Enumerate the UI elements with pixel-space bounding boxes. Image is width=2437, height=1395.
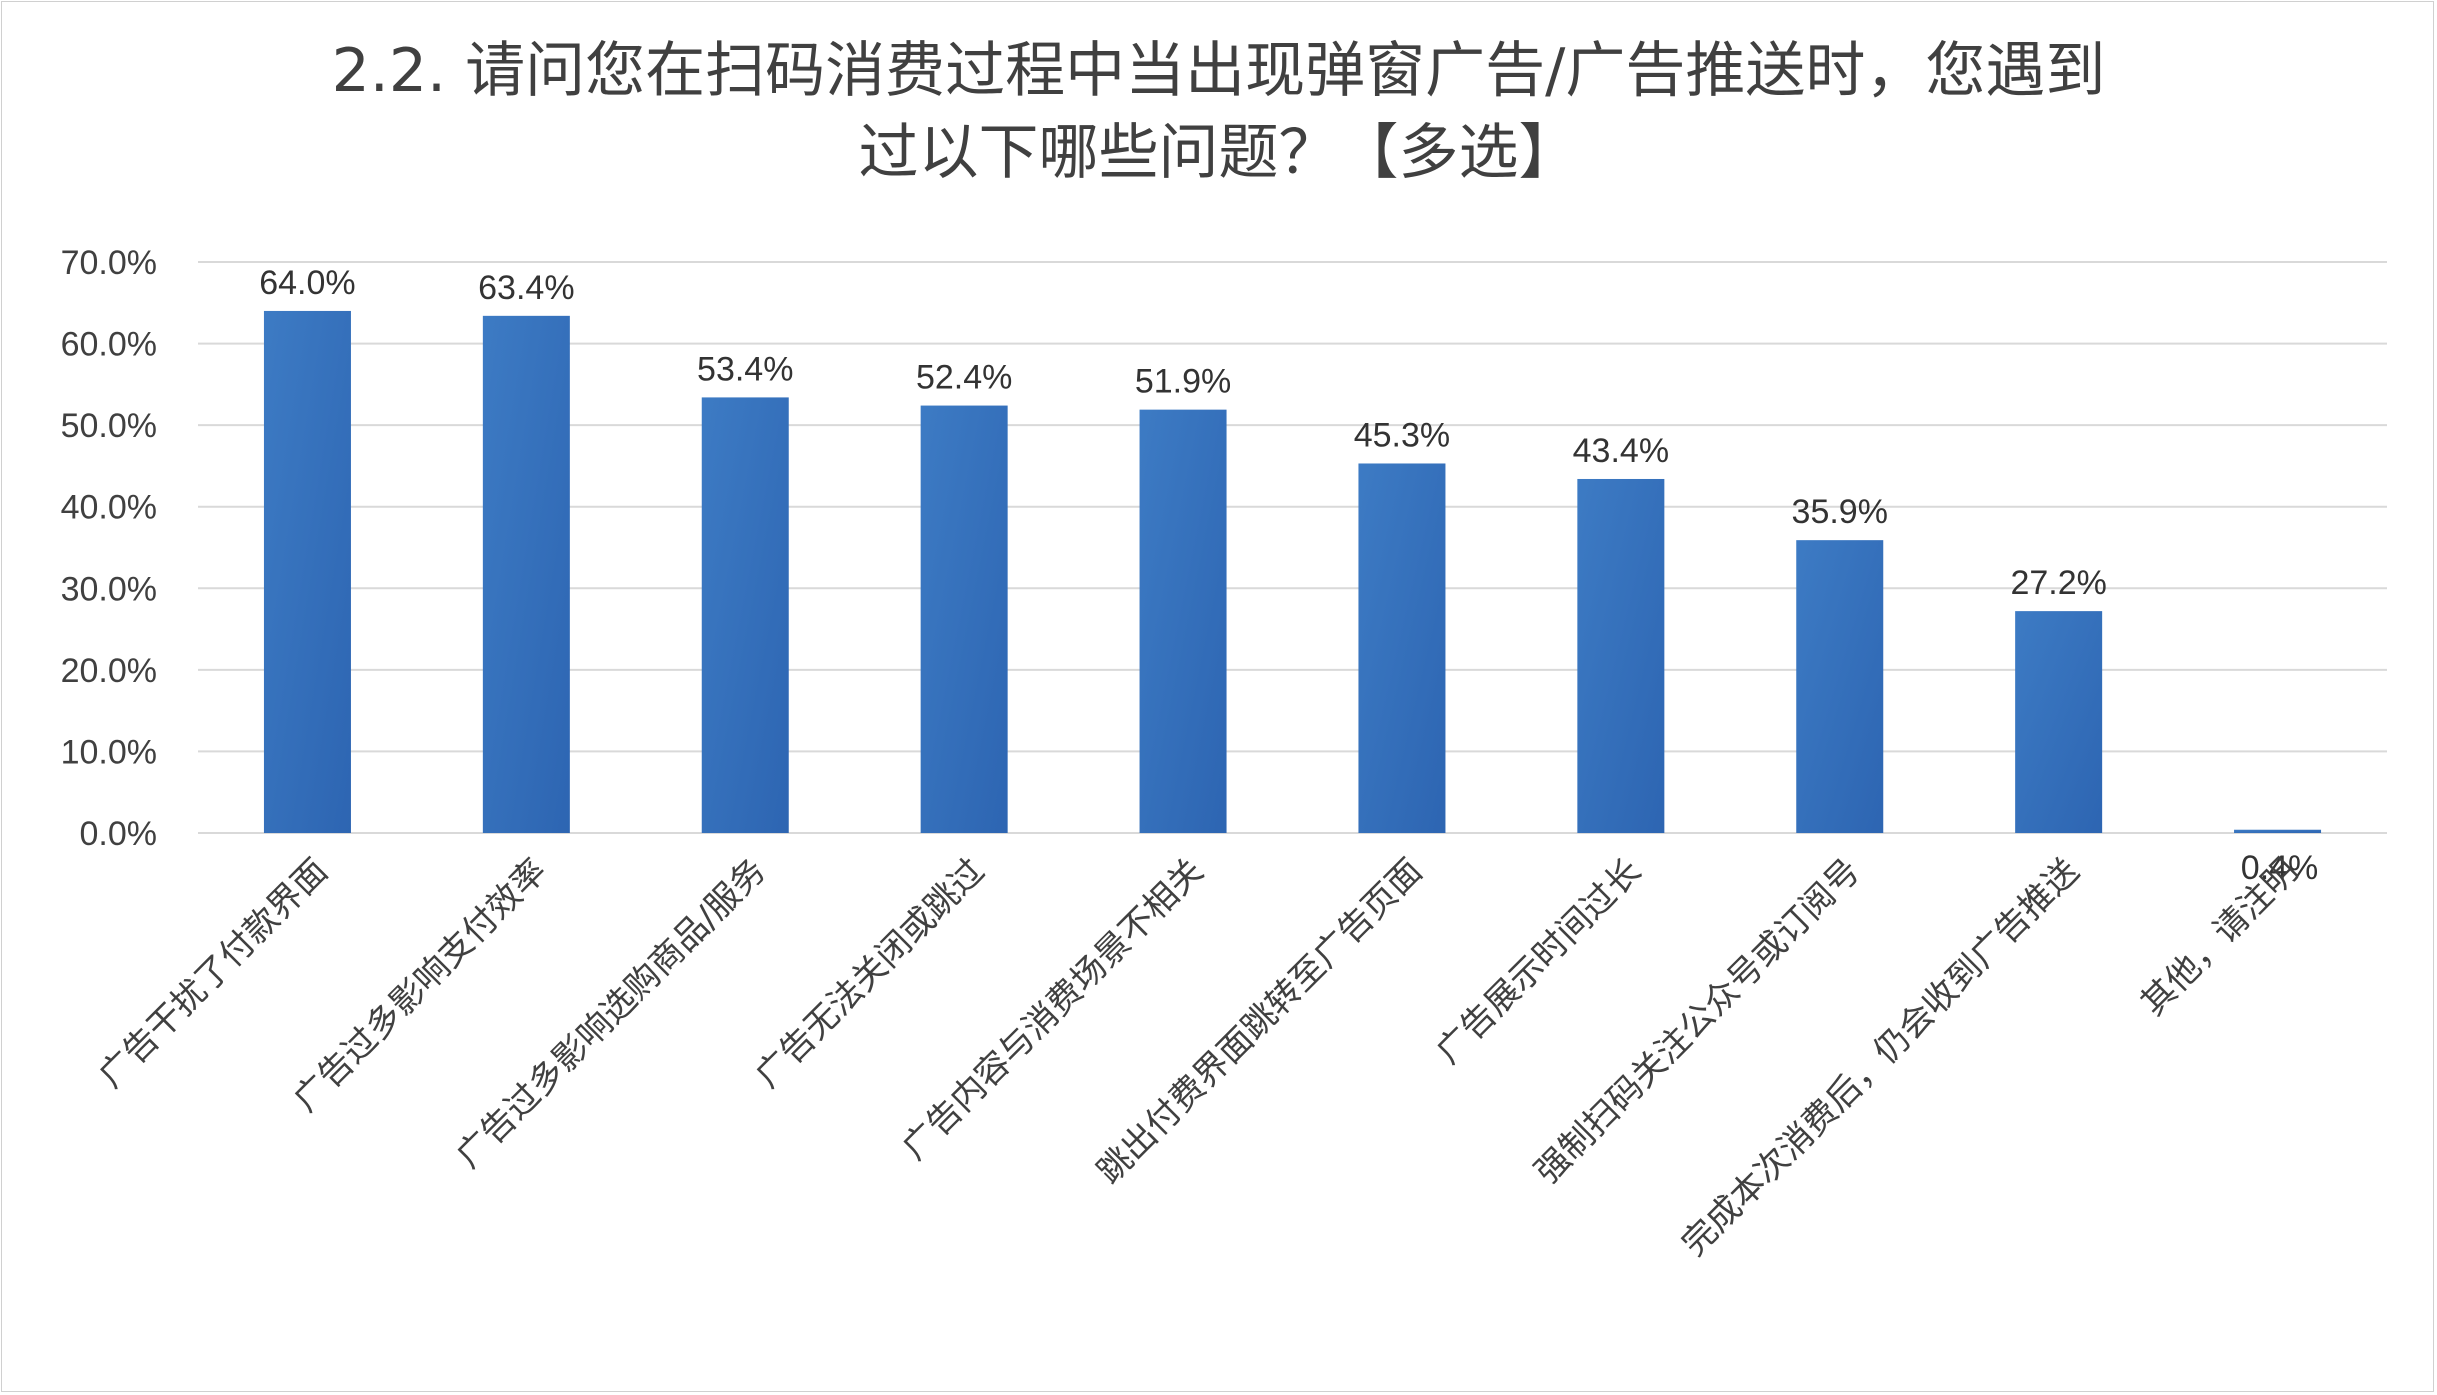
data-labels: 64.0% 63.4% 53.4% 52.4% 51.9% 45.3% 43.4% 35.9%… — [259, 264, 2318, 887]
y-tick-label: 10.0% — [61, 733, 157, 771]
chart-title: 2.2. 请问您在扫码消费过程中当出现弹窗广告/广告推送时，您遇到 过以下哪些问… — [0, 30, 2437, 194]
category-label: 其他，请注明 — [2133, 851, 2306, 1024]
category-label: 完成本次消费后，仍会收到广告推送 — [1674, 851, 2087, 1264]
data-label: 35.9% — [1792, 493, 1888, 531]
bar — [263, 310, 351, 833]
data-label: 53.4% — [697, 350, 793, 388]
category-labels: 广告干扰了付款界面广告过多影响支付效率广告过多影响选购商品/服务广告无法关闭或跳… — [91, 851, 2306, 1264]
data-label: 52.4% — [916, 359, 1012, 397]
data-label: 51.9% — [1135, 363, 1231, 401]
bar — [1796, 540, 1884, 833]
bar — [2015, 611, 2103, 833]
category-label: 广告过多影响支付效率 — [286, 851, 555, 1120]
data-label: 63.4% — [478, 269, 574, 307]
y-tick-label: 0.0% — [80, 815, 158, 853]
chart-title-line-1: 2.2. 请问您在扫码消费过程中当出现弹窗广告/广告推送时，您遇到 — [331, 36, 2106, 106]
data-label: 45.3% — [1354, 416, 1450, 454]
bars — [263, 310, 2322, 833]
category-label: 广告干扰了付款界面 — [91, 851, 336, 1096]
y-tick-label: 30.0% — [61, 570, 157, 608]
y-tick-label: 50.0% — [61, 407, 157, 445]
data-label: 27.2% — [2010, 564, 2106, 602]
bar — [2234, 829, 2322, 833]
category-label: 广告展示时间过长 — [1429, 851, 1650, 1072]
bar — [920, 405, 1008, 833]
bar — [482, 315, 570, 833]
y-tick-label: 40.0% — [61, 489, 157, 527]
y-tick-label: 20.0% — [61, 652, 157, 690]
bar — [1577, 478, 1665, 833]
data-label: 64.0% — [259, 264, 355, 302]
data-label: 0.4% — [2241, 849, 2319, 887]
data-label: 43.4% — [1573, 432, 1669, 470]
bar — [1139, 409, 1227, 833]
bar — [701, 397, 789, 833]
bar — [1358, 463, 1446, 833]
category-label: 广告无法关闭或跳过 — [748, 851, 993, 1096]
y-tick-label: 70.0% — [61, 244, 157, 282]
y-axis-ticks: 0.0% 10.0% 20.0% 30.0% 40.0% 50.0% 60.0% 70.0% — [61, 244, 157, 853]
chart-title-line-2: 过以下哪些问题？【多选】 — [858, 118, 1579, 188]
y-tick-label: 60.0% — [61, 326, 157, 364]
